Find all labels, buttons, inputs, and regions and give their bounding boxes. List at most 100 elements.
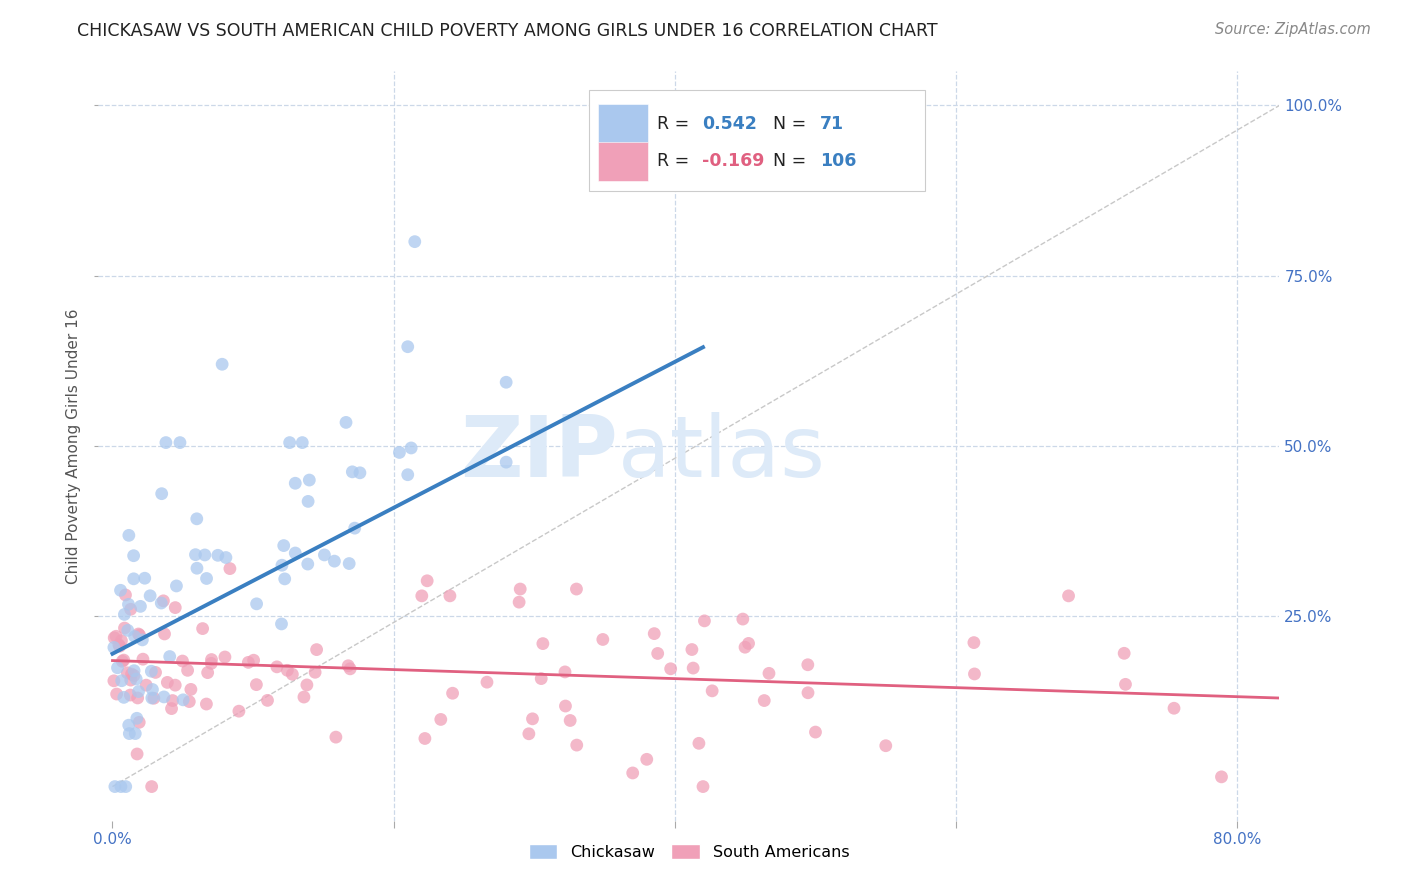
Point <box>153 627 176 641</box>
Point <box>439 589 461 603</box>
Point <box>129 599 152 614</box>
Point <box>128 628 150 642</box>
Point <box>342 465 364 479</box>
Point <box>122 668 145 682</box>
Point <box>681 642 703 657</box>
Point <box>172 693 194 707</box>
Point <box>592 632 614 647</box>
Point <box>399 441 422 455</box>
Point <box>273 539 295 553</box>
FancyBboxPatch shape <box>589 90 925 191</box>
Point <box>141 665 163 679</box>
Point <box>554 699 576 714</box>
Point <box>118 726 141 740</box>
Point <box>121 667 143 681</box>
Point <box>688 736 710 750</box>
Point <box>117 597 139 611</box>
Point <box>531 637 554 651</box>
Point <box>659 662 682 676</box>
Point <box>305 642 328 657</box>
Point <box>211 357 233 371</box>
Point <box>127 627 149 641</box>
Point <box>110 633 132 648</box>
Point <box>179 695 201 709</box>
Point <box>875 739 897 753</box>
FancyBboxPatch shape <box>598 104 648 144</box>
Point <box>256 693 278 707</box>
Point <box>731 612 754 626</box>
Point <box>194 548 217 562</box>
Point <box>114 621 136 635</box>
Point <box>165 678 187 692</box>
Point <box>278 435 301 450</box>
Point <box>159 649 181 664</box>
Point <box>430 713 453 727</box>
Point <box>304 665 326 680</box>
Point <box>219 561 242 575</box>
Point <box>215 550 238 565</box>
Point <box>702 684 724 698</box>
Text: 106: 106 <box>820 153 856 170</box>
Point <box>165 600 187 615</box>
Point <box>276 663 298 677</box>
Point <box>200 657 222 671</box>
Point <box>122 664 145 678</box>
Point <box>758 666 780 681</box>
Point <box>963 667 986 681</box>
Point <box>112 653 135 667</box>
Point <box>117 624 139 638</box>
Point <box>416 574 439 588</box>
Point <box>314 548 336 562</box>
Point <box>103 673 125 688</box>
Point <box>1211 770 1233 784</box>
Point <box>963 635 986 649</box>
Point <box>172 654 194 668</box>
Point <box>124 726 146 740</box>
Point <box>117 665 139 680</box>
Point <box>207 549 229 563</box>
Y-axis label: Child Poverty Among Girls Under 16: Child Poverty Among Girls Under 16 <box>66 309 82 583</box>
Point <box>242 653 264 667</box>
Point <box>509 582 531 596</box>
Point <box>128 684 150 698</box>
Point <box>266 660 288 674</box>
Point <box>337 658 360 673</box>
Point <box>404 235 426 249</box>
Point <box>184 548 207 562</box>
Point <box>125 711 148 725</box>
Point <box>105 687 128 701</box>
Point <box>118 718 141 732</box>
Point <box>162 693 184 707</box>
Point <box>110 583 132 598</box>
Point <box>127 747 149 761</box>
Point <box>120 688 142 702</box>
Point <box>621 766 644 780</box>
Point <box>238 656 260 670</box>
Point <box>197 665 219 680</box>
Point <box>413 731 436 746</box>
Point <box>682 661 704 675</box>
Point <box>396 340 419 354</box>
Text: N =: N = <box>773 115 811 133</box>
Point <box>122 572 145 586</box>
Point <box>245 678 267 692</box>
Text: R =: R = <box>657 153 695 170</box>
Point <box>200 652 222 666</box>
Point <box>734 640 756 655</box>
Point <box>797 686 820 700</box>
Point <box>693 614 716 628</box>
Point <box>134 571 156 585</box>
Point <box>120 602 142 616</box>
Point <box>291 435 314 450</box>
Point <box>108 638 131 652</box>
Point <box>122 549 145 563</box>
Point <box>104 780 127 794</box>
Point <box>284 546 307 560</box>
Point <box>176 663 198 677</box>
Point <box>118 528 141 542</box>
Point <box>165 579 187 593</box>
Point <box>186 561 208 575</box>
Point <box>565 738 588 752</box>
Text: Source: ZipAtlas.com: Source: ZipAtlas.com <box>1215 22 1371 37</box>
Point <box>281 667 304 681</box>
